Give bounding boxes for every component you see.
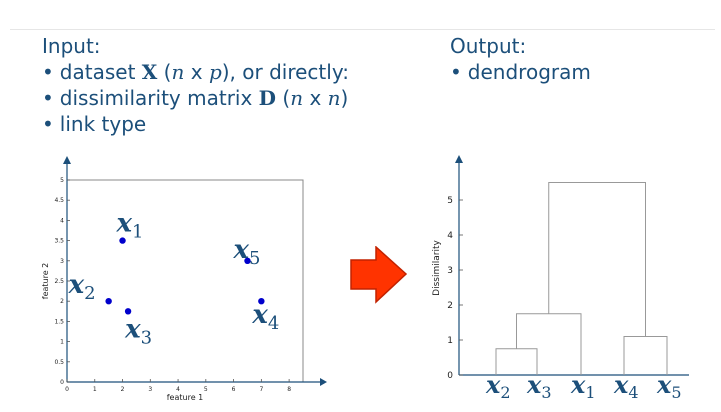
y-tick-label: 2 <box>60 298 64 305</box>
matrix-d-symbol: D <box>258 86 277 110</box>
point-label: x1 <box>116 209 144 243</box>
bullet-icon: • <box>42 60 54 84</box>
x-tick-label: 8 <box>287 386 291 393</box>
data-point <box>244 257 251 264</box>
point-label: x2 <box>68 270 96 304</box>
y-tick-label: 2.5 <box>54 278 64 285</box>
leaf-label: x4 <box>613 370 639 402</box>
dendrogram-link <box>516 313 582 375</box>
data-point <box>119 237 126 244</box>
input-heading: Input: <box>42 34 101 58</box>
data-point <box>258 298 265 305</box>
y-tick-label: 1 <box>447 336 453 346</box>
bullet-icon: • <box>450 60 462 84</box>
output-heading: Output: <box>450 34 527 58</box>
y-axis-label: feature 2 <box>41 263 50 300</box>
bullet-icon: • <box>42 86 54 110</box>
leaf-label: x1 <box>570 370 596 402</box>
y-tick-label: 0 <box>60 379 64 386</box>
x-tick-label: 4 <box>176 386 180 393</box>
y-tick-label: 1 <box>60 339 64 346</box>
point-label: x4 <box>251 300 279 334</box>
output-item-dendrogram: • dendrogram <box>450 60 591 84</box>
header-divider <box>10 29 715 30</box>
x-tick-label: 5 <box>204 386 208 393</box>
x-tick-label: 0 <box>65 386 69 393</box>
y-axis-arrow-icon <box>455 155 463 163</box>
y-tick-label: 4 <box>60 217 64 224</box>
x-tick-label: 1 <box>93 386 97 393</box>
leaf-label: x3 <box>526 370 552 402</box>
y-tick-label: 5 <box>60 177 64 184</box>
point-label: x3 <box>124 314 152 348</box>
y-tick-label: 2 <box>447 301 453 311</box>
input-item-dissimilarity: • dissimilarity matrix D (n x n) <box>42 86 349 110</box>
bullet-icon: • <box>42 112 54 136</box>
x-tick-label: 6 <box>232 386 236 393</box>
x-tick-label: 3 <box>148 386 152 393</box>
y-tick-label: 4 <box>447 231 453 241</box>
y-tick-label: 5 <box>447 196 453 206</box>
x-axis-label: feature 1 <box>167 393 204 402</box>
y-axis-label: Dissimilarity <box>432 240 442 296</box>
data-point <box>124 308 132 315</box>
leaf-label: x2 <box>485 370 511 402</box>
matrix-x-symbol: X <box>141 60 158 84</box>
y-tick-label: 1.5 <box>54 318 64 325</box>
y-axis-arrow-icon <box>63 156 71 164</box>
x-tick-label: 7 <box>259 386 263 393</box>
y-tick-label: 0.5 <box>54 359 64 366</box>
dendrogram-link <box>548 182 646 337</box>
dendrogram: 0 1 2 3 4 5 Dissimilarity x2 x3 x1 x4 x5 <box>432 155 689 402</box>
x-tick-label: 2 <box>121 386 125 393</box>
x-axis-arrow-icon <box>320 378 327 386</box>
input-item-link-type: • link type <box>42 112 147 136</box>
input-item-dataset: • dataset X (n x p), or directly: <box>42 60 349 84</box>
plot-frame <box>66 179 304 383</box>
y-tick-label: 3.5 <box>54 238 64 245</box>
y-tick-label: 3 <box>447 266 453 276</box>
y-tick-label: 4.5 <box>54 197 64 204</box>
data-point <box>105 298 112 305</box>
y-tick-label: 0 <box>447 371 453 381</box>
right-arrow-icon <box>350 246 408 304</box>
leaf-label: x5 <box>656 370 682 402</box>
point-label: x5 <box>232 235 260 269</box>
y-tick-label: 3 <box>60 258 64 265</box>
